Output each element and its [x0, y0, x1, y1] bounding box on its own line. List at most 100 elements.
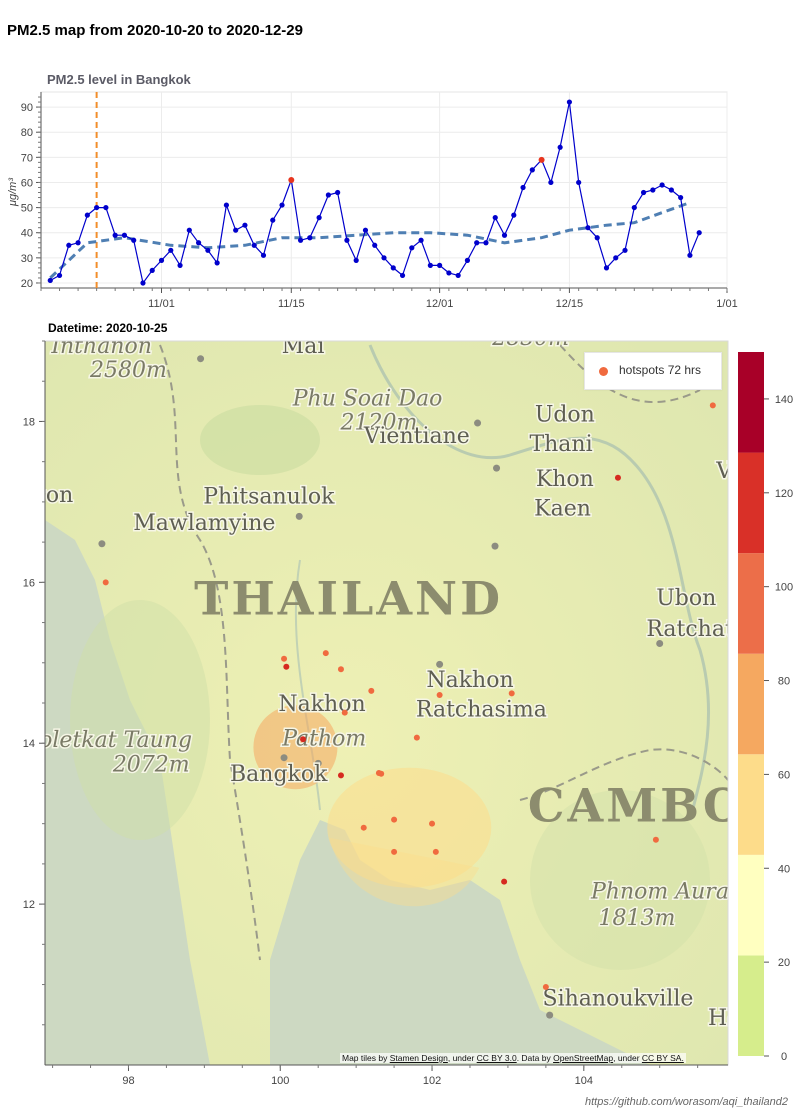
pm25-point: [316, 215, 322, 221]
attribution-text-2: , under: [447, 1053, 477, 1063]
place-label: Kaen: [534, 497, 591, 522]
place-label: nmoletkat Taung: [4, 728, 192, 753]
pm25-point: [260, 252, 267, 258]
map-y-tick-label: 12: [23, 899, 35, 911]
place-label: Sihanoukville: [543, 986, 694, 1011]
pm25-point: [678, 194, 684, 201]
x-tick-label: 1/01: [716, 298, 737, 310]
map-legend[interactable]: hotspots 72 hrs: [584, 352, 722, 390]
place-label: V: [715, 459, 733, 484]
pm25-point: [186, 227, 192, 233]
pm25-point: [149, 267, 155, 274]
pm25-point: [195, 240, 202, 246]
place-label: Khon: [536, 467, 594, 492]
hotspot-point: [391, 848, 398, 855]
pm25-point: [214, 260, 220, 266]
pm25-point: [557, 144, 563, 150]
pm25-point: [56, 272, 63, 279]
pm25-point: [112, 232, 118, 238]
pm25-point: [640, 189, 647, 196]
attribution-link-ccbysa[interactable]: CC BY SA.: [641, 1053, 684, 1063]
pm25-point: [399, 272, 406, 279]
pm25-point: [47, 277, 53, 284]
line-chart-axes: [40, 92, 727, 289]
city-marker: [474, 419, 482, 427]
y-tick-label: 20: [21, 278, 33, 290]
pm25-point: [103, 204, 109, 211]
pm25-point: [251, 242, 257, 248]
place-label: Thani: [529, 432, 592, 457]
place-label: Vientiane: [363, 424, 470, 449]
place-label: Mai: [282, 334, 325, 359]
map-axes: 98 100 102 104 12 14 16 18: [23, 340, 728, 1087]
place-label: THAILAND: [194, 572, 503, 626]
colorbar-tick-label: 80: [778, 676, 790, 688]
attribution-text-3: . Data by: [516, 1053, 554, 1063]
colorbar-swatch: [738, 955, 764, 1056]
map-x-tick-label: 98: [122, 1075, 134, 1087]
pm25-highlight-point: [538, 156, 545, 163]
map-datetime-label: Datetime: 2020-10-25: [48, 321, 168, 335]
pm25-point: [446, 270, 452, 276]
pm25-point: [223, 202, 230, 208]
colorbar-tick-label: 60: [778, 769, 790, 781]
pm25-point: [622, 247, 628, 253]
place-label: Chiang: [294, 310, 373, 335]
attribution-text-1: Map tiles by: [342, 1053, 390, 1063]
city-marker: [314, 759, 322, 767]
pm25-point: [335, 189, 341, 196]
city-markers: [98, 355, 721, 1019]
pm25-area: [253, 705, 338, 790]
hotspot-point: [501, 878, 508, 885]
pm25-area: [327, 767, 492, 888]
map-river-mekong: [368, 344, 711, 821]
pm25-point: [594, 235, 600, 241]
place-label: Bangkok: [230, 762, 328, 787]
pm25-point: [418, 237, 424, 243]
pm25-point: [483, 240, 489, 246]
colorbar-tick-label: 140: [775, 394, 793, 406]
place-label: Nakhon: [426, 668, 513, 693]
x-tick-label: 11/01: [148, 298, 175, 310]
city-marker: [295, 512, 303, 520]
page-title: PM2.5 map from 2020-10-20 to 2020-12-29: [7, 22, 303, 39]
city-marker: [98, 540, 106, 548]
colorbar-swatch: [738, 452, 764, 554]
place-label: Phitsanulok: [203, 484, 335, 509]
pm25-point: [205, 247, 211, 253]
hotspot-point: [281, 655, 288, 662]
pm25-point: [390, 265, 396, 271]
hotspot-point: [413, 734, 420, 741]
pm25-point: [325, 192, 331, 198]
attribution-link-stamen[interactable]: Stamen Design: [389, 1053, 448, 1063]
hotspot-point: [436, 691, 443, 698]
place-label: CAMBO: [528, 778, 746, 832]
footer-url[interactable]: https://github.com/worasom/aqi_thailand2: [584, 1096, 788, 1108]
colorbar-tick-label: 20: [778, 957, 790, 969]
pm25-point: [585, 225, 591, 231]
map-hills-west: [70, 600, 210, 840]
hotspot-point: [283, 663, 290, 670]
hotspot-point: [341, 709, 348, 716]
hotspot-point: [709, 402, 716, 409]
attribution-link-osm[interactable]: OpenStreetMap: [553, 1053, 614, 1063]
x-tick-label: 11/15: [278, 298, 305, 310]
y-tick-label: 80: [21, 127, 33, 139]
trend-line: [49, 201, 691, 279]
pm25-point: [381, 255, 387, 261]
place-label: Doi Inthanon: [5, 334, 151, 359]
y-tick-label: 50: [21, 203, 33, 215]
pm25-point: [437, 262, 443, 268]
pm25-point: [687, 252, 693, 258]
pm25-area-tail: [329, 837, 480, 907]
pm25-point: [501, 232, 508, 238]
pm25-point: [233, 227, 239, 233]
place-label: Ratchasima: [416, 698, 547, 723]
attribution-link-ccby[interactable]: CC BY 3.0: [476, 1053, 517, 1063]
hotspot-point: [337, 772, 344, 779]
hotspot-point: [614, 474, 621, 481]
pm25-point: [566, 99, 573, 105]
pm25-point: [75, 240, 81, 246]
